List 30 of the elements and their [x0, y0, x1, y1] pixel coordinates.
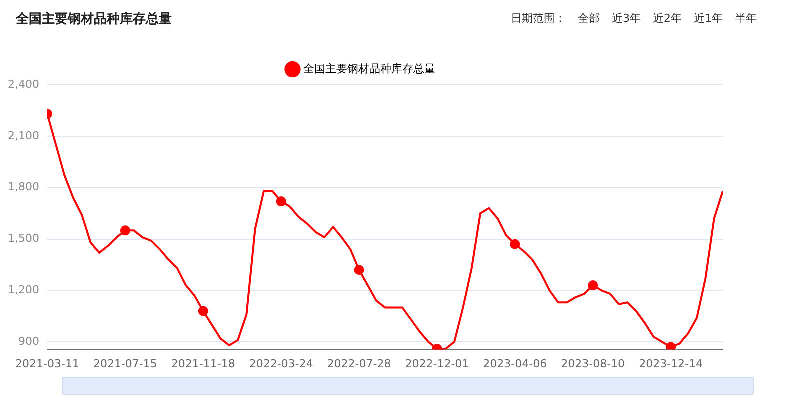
point: [666, 342, 676, 350]
x-tick-label: 2021-11-18: [171, 357, 236, 370]
x-tick-label: 2022-07-28: [327, 357, 392, 370]
x-tick-label: 2023-04-06: [483, 357, 548, 370]
x-tick-label: 2022-03-24: [249, 357, 314, 370]
legend-label: 全国主要钢材品种库存总量: [303, 62, 436, 76]
x-tick-label: 2021-07-15: [93, 357, 158, 370]
point: [276, 196, 286, 207]
text: 近3年: [612, 11, 641, 26]
point: [120, 226, 130, 236]
y-tick-label: 1,200: [8, 284, 40, 297]
point: [198, 306, 208, 316]
y-tick-label: 2,100: [8, 129, 40, 142]
point: [510, 239, 520, 250]
text: 近1年: [694, 11, 723, 26]
x-tick-label: 2023-12-14: [639, 357, 704, 370]
text: 半年: [735, 11, 757, 26]
point: [354, 265, 364, 276]
x-tick-label: 2022-12-01: [405, 357, 470, 370]
chart-title: 全国主要钢材品种库存总量: [16, 10, 172, 28]
x-tick-label: 2023-08-10: [561, 357, 626, 370]
y-tick-label: 1,500: [8, 232, 40, 246]
text: 日期范围：: [511, 11, 566, 26]
y-tick-label: 2,400: [8, 78, 40, 91]
point: [588, 280, 598, 291]
x-tick-label: 2021-03-11: [16, 357, 80, 370]
y-tick-label: 900: [18, 334, 40, 348]
y-tick-label: 1,800: [8, 180, 40, 194]
text: 全部: [578, 11, 600, 26]
text: 近2年: [653, 11, 682, 26]
